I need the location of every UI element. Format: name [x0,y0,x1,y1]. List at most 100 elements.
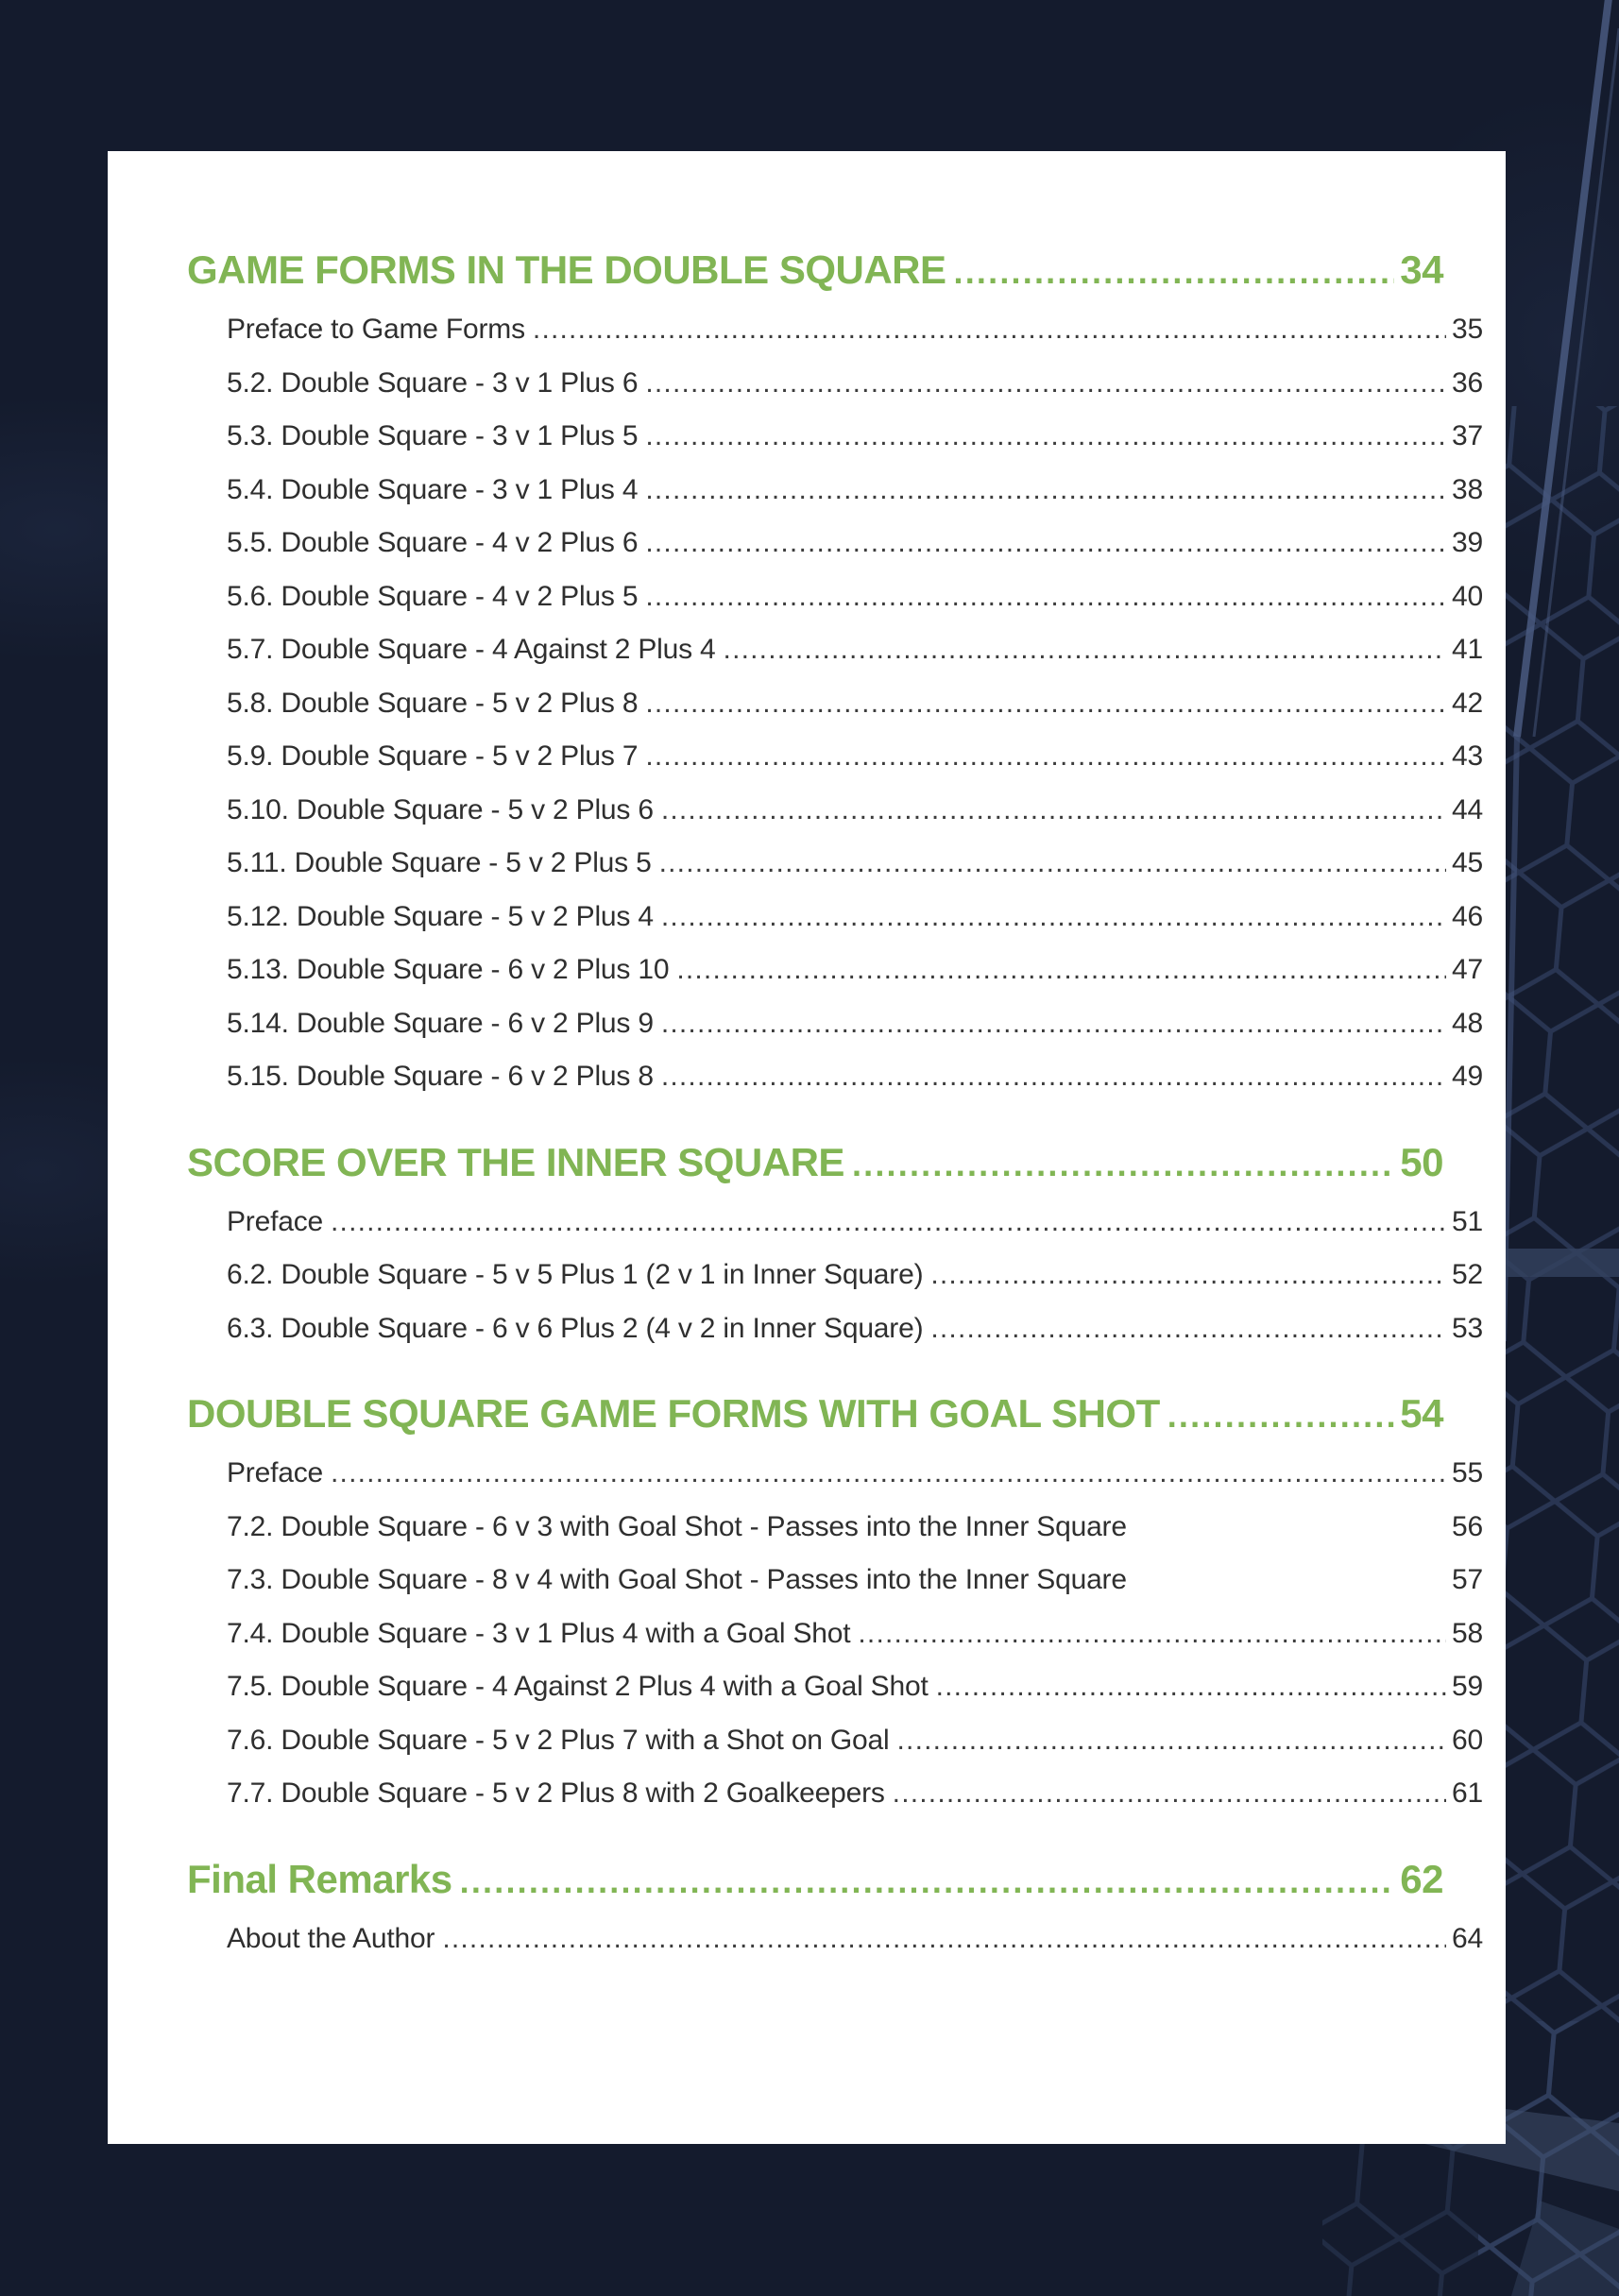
toc-entry-row[interactable]: 7.6. Double Square - 5 v 2 Plus 7 with a… [187,1714,1483,1768]
toc-section: DOUBLE SQUARE GAME FORMS WITH GOAL SHOT 5… [187,1386,1483,1821]
entry-label: 5.5. Double Square - 4 v 2 Plus 6 [227,527,639,558]
dotted-leader [858,1607,1446,1661]
dotted-leader [645,410,1446,464]
toc-entry-row[interactable]: 7.3. Double Square - 8 v 4 with Goal Sho… [187,1554,1483,1607]
dotted-leader [331,1196,1446,1250]
entry-label: 5.4. Double Square - 3 v 1 Plus 4 [227,473,639,505]
entry-page-number: 37 [1452,420,1483,451]
toc-entry-row[interactable]: 7.2. Double Square - 6 v 3 with Goal Sho… [187,1501,1483,1555]
toc-entry-row[interactable]: 5.2. Double Square - 3 v 1 Plus 6 36 [187,357,1483,411]
toc-entry-row[interactable]: 7.4. Double Square - 3 v 1 Plus 4 with a… [187,1607,1483,1661]
toc-section: GAME FORMS IN THE DOUBLE SQUARE 34 Preface… [187,242,1483,1104]
toc-entry-row[interactable]: Preface to Game Forms 35 [187,303,1483,357]
entry-page-number: 56 [1452,1510,1483,1542]
entry-label: 5.14. Double Square - 6 v 2 Plus 9 [227,1007,654,1039]
dotted-leader [460,1851,1395,1910]
section-title: SCORE OVER THE INNER SQUARE [187,1139,844,1184]
toc-entry-row[interactable]: 5.11. Double Square - 5 v 2 Plus 5 45 [187,837,1483,891]
dotted-leader [661,1050,1446,1104]
dotted-leader [724,623,1446,677]
toc-entry-row[interactable]: 6.2. Double Square - 5 v 5 Plus 1 (2 v 1… [187,1249,1483,1302]
entry-label: 7.2. Double Square - 6 v 3 with Goal Sho… [227,1510,1127,1542]
entry-page-number: 58 [1452,1617,1483,1649]
toc-entry-row[interactable]: Preface 51 [187,1196,1483,1250]
entry-label: 7.4. Double Square - 3 v 1 Plus 4 with a… [227,1617,851,1649]
toc-entry-row[interactable]: 5.5. Double Square - 4 v 2 Plus 6 39 [187,517,1483,570]
entry-page-number: 38 [1452,473,1483,505]
entry-label: About the Author [227,1922,435,1954]
section-heading-row[interactable]: Final Remarks 62 [187,1851,1443,1910]
entry-page-number: 46 [1452,900,1483,932]
entry-page-number: 45 [1452,847,1483,878]
entry-page-number: 59 [1452,1671,1483,1702]
entry-page-number: 40 [1452,580,1483,612]
entry-page-number: 41 [1452,634,1483,665]
toc-entry-row[interactable]: 5.9. Double Square - 5 v 2 Plus 7 43 [187,730,1483,784]
entry-label: 7.3. Double Square - 8 v 4 with Goal Sho… [227,1564,1127,1595]
toc-entry-row[interactable]: 7.7. Double Square - 5 v 2 Plus 8 with 2… [187,1767,1483,1821]
entry-label: 5.6. Double Square - 4 v 2 Plus 5 [227,580,639,612]
book-page: GAME FORMS IN THE DOUBLE SQUARE 34 Preface… [108,151,1506,2144]
dotted-leader [533,303,1446,357]
toc-entry-row[interactable]: 7.5. Double Square - 4 Against 2 Plus 4 … [187,1660,1483,1714]
dotted-leader [645,517,1446,570]
entry-label: 5.11. Double Square - 5 v 2 Plus 5 [227,847,652,878]
toc-entry-row[interactable]: 5.7. Double Square - 4 Against 2 Plus 4 4… [187,623,1483,677]
entry-page-number: 35 [1452,314,1483,345]
dotted-leader [659,837,1446,891]
entry-label: Preface to Game Forms [227,314,525,345]
entry-page-number: 53 [1452,1312,1483,1344]
entry-label: 5.10. Double Square - 5 v 2 Plus 6 [227,793,654,825]
entry-label: Preface [227,1205,323,1237]
entry-page-number: 64 [1452,1922,1483,1954]
dotted-leader [930,1249,1446,1302]
entry-label: 5.3. Double Square - 3 v 1 Plus 5 [227,420,639,451]
toc-entry-row[interactable]: 5.15. Double Square - 6 v 2 Plus 8 49 [187,1050,1483,1104]
section-heading-row[interactable]: DOUBLE SQUARE GAME FORMS WITH GOAL SHOT 5… [187,1386,1443,1444]
entry-label: 5.9. Double Square - 5 v 2 Plus 7 [227,740,639,772]
entry-page-number: 44 [1452,793,1483,825]
dotted-leader [954,242,1395,300]
entry-page-number: 52 [1452,1259,1483,1290]
entry-page-number: 48 [1452,1007,1483,1039]
toc-section: SCORE OVER THE INNER SQUARE 50 Preface 51 6.… [187,1134,1483,1356]
section-heading-row[interactable]: GAME FORMS IN THE DOUBLE SQUARE 34 [187,242,1443,300]
toc-entry-row[interactable]: About the Author 64 [187,1913,1483,1966]
dotted-leader [645,464,1446,518]
entry-page-number: 60 [1452,1724,1483,1756]
entry-label: 5.13. Double Square - 6 v 2 Plus 10 [227,954,670,985]
section-heading-row[interactable]: SCORE OVER THE INNER SQUARE 50 [187,1134,1443,1193]
dotted-leader [661,784,1446,838]
toc-entry-row[interactable]: 5.8. Double Square - 5 v 2 Plus 8 42 [187,677,1483,731]
entry-page-number: 51 [1452,1205,1483,1237]
toc-entry-row[interactable]: 5.3. Double Square - 3 v 1 Plus 5 37 [187,410,1483,464]
dotted-leader [645,357,1446,411]
toc-entry-row[interactable]: 5.14. Double Square - 6 v 2 Plus 9 48 [187,997,1483,1051]
dotted-leader [930,1302,1446,1356]
entry-page-number: 55 [1452,1457,1483,1488]
entry-label: 6.3. Double Square - 6 v 6 Plus 2 (4 v 2… [227,1312,924,1344]
section-page-number: 62 [1400,1856,1443,1901]
entry-label: 5.8. Double Square - 5 v 2 Plus 8 [227,687,639,719]
section-title: Final Remarks [187,1856,452,1901]
toc-entry-row[interactable]: 5.10. Double Square - 5 v 2 Plus 6 44 [187,784,1483,838]
section-page-number: 34 [1400,247,1443,292]
toc-entry-row[interactable]: Preface 55 [187,1447,1483,1501]
toc-entry-row[interactable]: 5.12. Double Square - 5 v 2 Plus 4 46 [187,891,1483,944]
entry-label: 5.12. Double Square - 5 v 2 Plus 4 [227,900,654,932]
toc-entry-row[interactable]: 5.13. Double Square - 6 v 2 Plus 10 47 [187,944,1483,997]
dotted-leader [936,1660,1446,1714]
entry-label: 5.2. Double Square - 3 v 1 Plus 6 [227,366,639,399]
toc-entry-row[interactable]: 5.6. Double Square - 4 v 2 Plus 5 40 [187,570,1483,624]
entry-page-number: 47 [1452,954,1483,985]
toc-entry-row[interactable]: 5.4. Double Square - 3 v 1 Plus 4 38 [187,464,1483,518]
entry-page-number: 61 [1452,1777,1483,1809]
section-page-number: 50 [1400,1139,1443,1184]
entry-label: 6.2. Double Square - 5 v 5 Plus 1 (2 v 1… [227,1259,924,1290]
toc-entry-row[interactable]: 6.3. Double Square - 6 v 6 Plus 2 (4 v 2… [187,1302,1483,1356]
toc: GAME FORMS IN THE DOUBLE SQUARE 34 Preface… [187,242,1483,1965]
dotted-leader [331,1447,1446,1501]
dotted-leader [645,730,1446,784]
entry-page-number: 43 [1452,740,1483,772]
dotted-leader [645,677,1446,731]
